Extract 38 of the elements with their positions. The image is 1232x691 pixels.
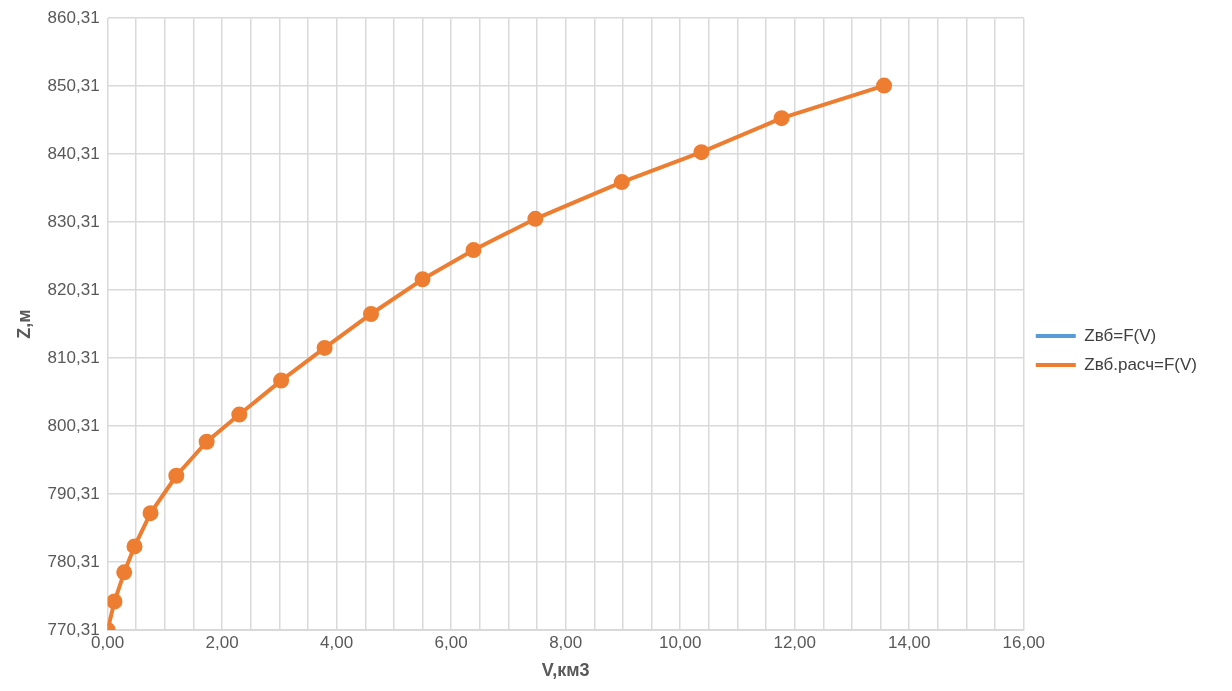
legend-label: Zвб.расч=F(V) (1084, 354, 1197, 374)
y-tick-label: 850,31 (47, 75, 100, 95)
x-tick-label: 14,00 (887, 632, 931, 652)
point (693, 144, 710, 161)
point (116, 564, 133, 581)
y-tick-label: 800,31 (47, 415, 100, 435)
x-tick-label: 6,00 (434, 632, 468, 652)
y-tick-label: 840,31 (47, 143, 100, 163)
point (168, 467, 185, 484)
point (231, 406, 248, 423)
point (273, 372, 290, 389)
point (465, 242, 482, 259)
point (126, 538, 143, 555)
point (773, 110, 790, 127)
legend-label: Zвб=F(V) (1084, 325, 1157, 345)
x-tick-label: 12,00 (773, 632, 816, 652)
point (316, 339, 333, 356)
y-tick-label: 860,31 (47, 7, 100, 27)
x-tick-label: 2,00 (205, 632, 239, 652)
y-axis-title: Z,м (13, 309, 34, 339)
x-tick-label: 8,00 (549, 632, 583, 652)
point (363, 305, 379, 322)
point (613, 174, 630, 191)
y-tick-label: 780,31 (47, 551, 100, 571)
x-tick-label: 4,00 (320, 632, 354, 652)
x-tick-label: 10,00 (658, 632, 702, 652)
y-tick-label: 790,31 (47, 483, 100, 503)
y-tick-label: 820,31 (47, 279, 100, 299)
x-tick-label: 16,00 (1002, 632, 1046, 652)
point (198, 433, 215, 450)
point (527, 210, 544, 227)
y-tick-label: 810,31 (47, 347, 100, 367)
y-tick-label: 830,31 (47, 211, 100, 231)
point (414, 271, 431, 288)
point (876, 77, 893, 94)
point (142, 505, 159, 522)
point (107, 593, 123, 610)
x-axis-title: V,км3 (541, 660, 590, 681)
